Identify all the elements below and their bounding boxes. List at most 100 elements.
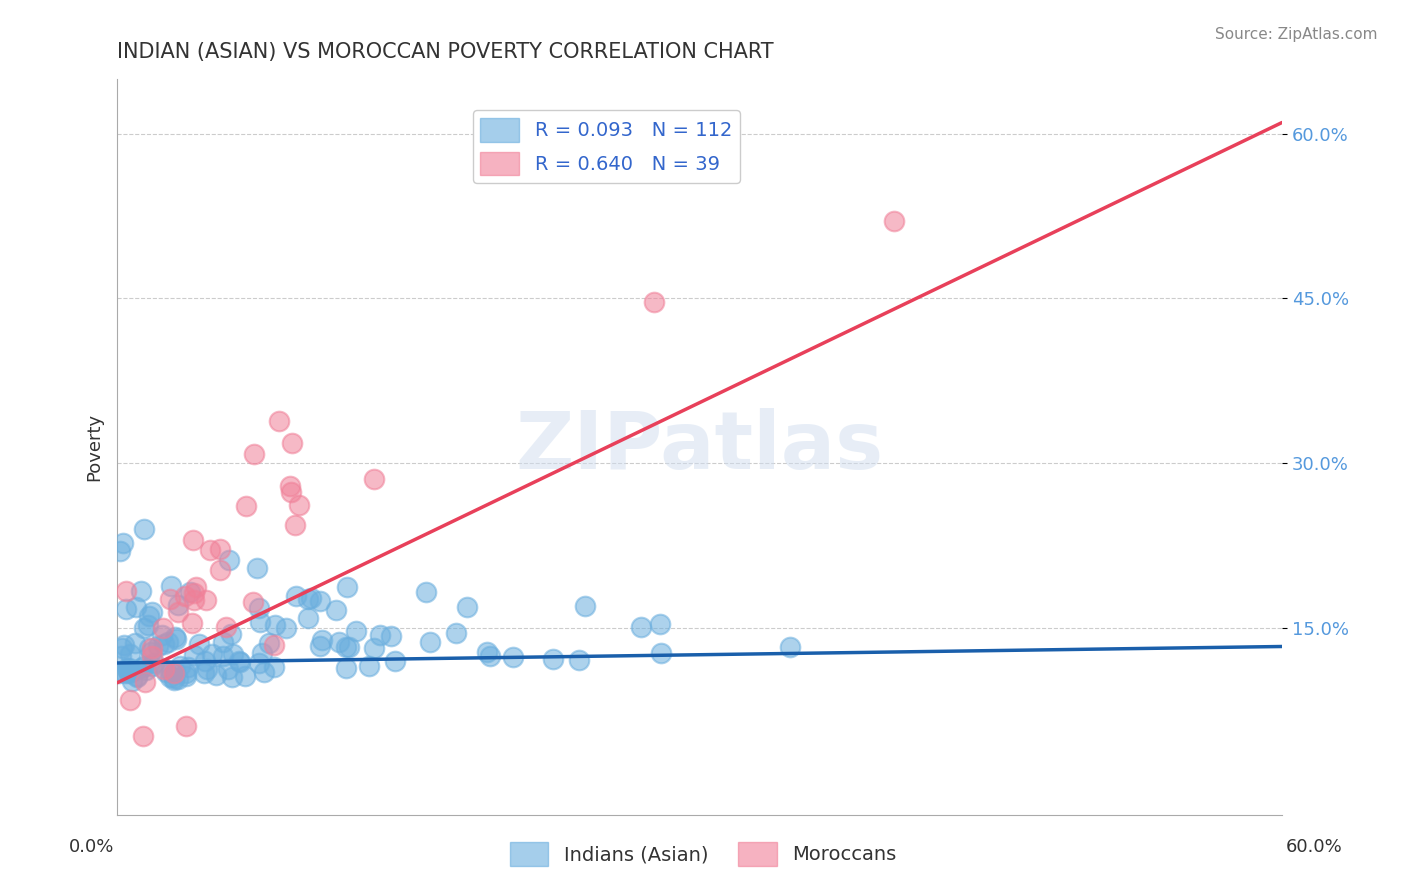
Point bbox=[384, 654, 406, 668]
Point bbox=[233, 669, 256, 683]
Point bbox=[139, 645, 162, 659]
Point bbox=[643, 295, 665, 310]
Point bbox=[108, 665, 131, 680]
Point bbox=[228, 654, 250, 668]
Point bbox=[167, 606, 190, 620]
Point bbox=[162, 671, 184, 685]
Point bbox=[125, 669, 148, 683]
Point bbox=[146, 639, 169, 653]
Text: 0.0%: 0.0% bbox=[69, 838, 114, 855]
Point bbox=[127, 670, 149, 684]
Point bbox=[212, 635, 235, 649]
Point bbox=[111, 640, 134, 655]
Point bbox=[117, 661, 139, 675]
Point bbox=[138, 609, 160, 624]
Point bbox=[169, 659, 191, 673]
Point bbox=[502, 650, 524, 665]
Point bbox=[129, 661, 152, 675]
Point bbox=[159, 665, 181, 679]
Point bbox=[120, 693, 142, 707]
Point bbox=[209, 541, 232, 556]
Point bbox=[112, 638, 135, 652]
Point bbox=[193, 665, 215, 680]
Point bbox=[363, 472, 385, 486]
Point bbox=[173, 590, 195, 604]
Point bbox=[205, 668, 228, 682]
Point bbox=[883, 214, 905, 228]
Point bbox=[215, 620, 238, 634]
Point bbox=[328, 634, 350, 648]
Point bbox=[163, 665, 186, 680]
Point bbox=[325, 603, 347, 617]
Point bbox=[135, 663, 157, 677]
Point bbox=[247, 601, 270, 615]
Point bbox=[419, 635, 441, 649]
Point bbox=[252, 646, 274, 660]
Legend: Indians (Asian), Moroccans: Indians (Asian), Moroccans bbox=[502, 834, 904, 873]
Point bbox=[288, 498, 311, 512]
Point bbox=[299, 591, 322, 606]
Text: 60.0%: 60.0% bbox=[1286, 838, 1343, 855]
Point bbox=[297, 611, 319, 625]
Point bbox=[337, 640, 360, 654]
Point bbox=[779, 640, 801, 654]
Point bbox=[209, 563, 232, 577]
Legend: R = 0.093   N = 112, R = 0.640   N = 39: R = 0.093 N = 112, R = 0.640 N = 39 bbox=[472, 111, 740, 183]
Point bbox=[159, 592, 181, 607]
Point bbox=[141, 659, 163, 673]
Point bbox=[444, 626, 467, 640]
Point bbox=[183, 592, 205, 607]
Point bbox=[115, 602, 138, 616]
Point bbox=[132, 621, 155, 635]
Point bbox=[245, 561, 267, 575]
Point bbox=[650, 646, 672, 660]
Point bbox=[163, 631, 186, 645]
Point bbox=[212, 648, 235, 663]
Point bbox=[174, 718, 197, 732]
Point bbox=[335, 640, 357, 654]
Point bbox=[380, 629, 402, 643]
Point bbox=[134, 674, 156, 689]
Text: INDIAN (ASIAN) VS MOROCCAN POVERTY CORRELATION CHART: INDIAN (ASIAN) VS MOROCCAN POVERTY CORRE… bbox=[117, 42, 773, 62]
Point bbox=[243, 447, 266, 461]
Point bbox=[121, 673, 143, 688]
Point bbox=[117, 664, 139, 678]
Point bbox=[309, 640, 332, 654]
Point bbox=[274, 621, 297, 635]
Point bbox=[174, 666, 197, 681]
Point bbox=[357, 659, 380, 673]
Text: Source: ZipAtlas.com: Source: ZipAtlas.com bbox=[1215, 27, 1378, 42]
Point bbox=[222, 647, 245, 661]
Point bbox=[568, 653, 591, 667]
Point bbox=[217, 662, 239, 676]
Point bbox=[157, 634, 180, 648]
Point bbox=[648, 617, 671, 632]
Point bbox=[574, 599, 596, 614]
Point bbox=[188, 637, 211, 651]
Point bbox=[118, 661, 141, 675]
Point bbox=[152, 637, 174, 651]
Point bbox=[263, 618, 285, 632]
Point bbox=[309, 594, 332, 608]
Point bbox=[201, 647, 224, 661]
Point bbox=[134, 659, 156, 673]
Point bbox=[124, 636, 146, 650]
Point bbox=[218, 553, 240, 567]
Point bbox=[247, 657, 270, 671]
Point bbox=[249, 615, 271, 629]
Point bbox=[475, 645, 498, 659]
Point bbox=[141, 640, 163, 655]
Point bbox=[153, 662, 176, 676]
Point bbox=[630, 620, 652, 634]
Point bbox=[456, 599, 478, 614]
Point bbox=[110, 544, 132, 558]
Point bbox=[125, 599, 148, 614]
Point bbox=[129, 583, 152, 598]
Point bbox=[257, 635, 280, 649]
Point bbox=[165, 664, 187, 678]
Point bbox=[335, 661, 357, 675]
Point bbox=[284, 518, 307, 533]
Point bbox=[183, 586, 205, 600]
Point bbox=[311, 633, 333, 648]
Point bbox=[184, 580, 207, 594]
